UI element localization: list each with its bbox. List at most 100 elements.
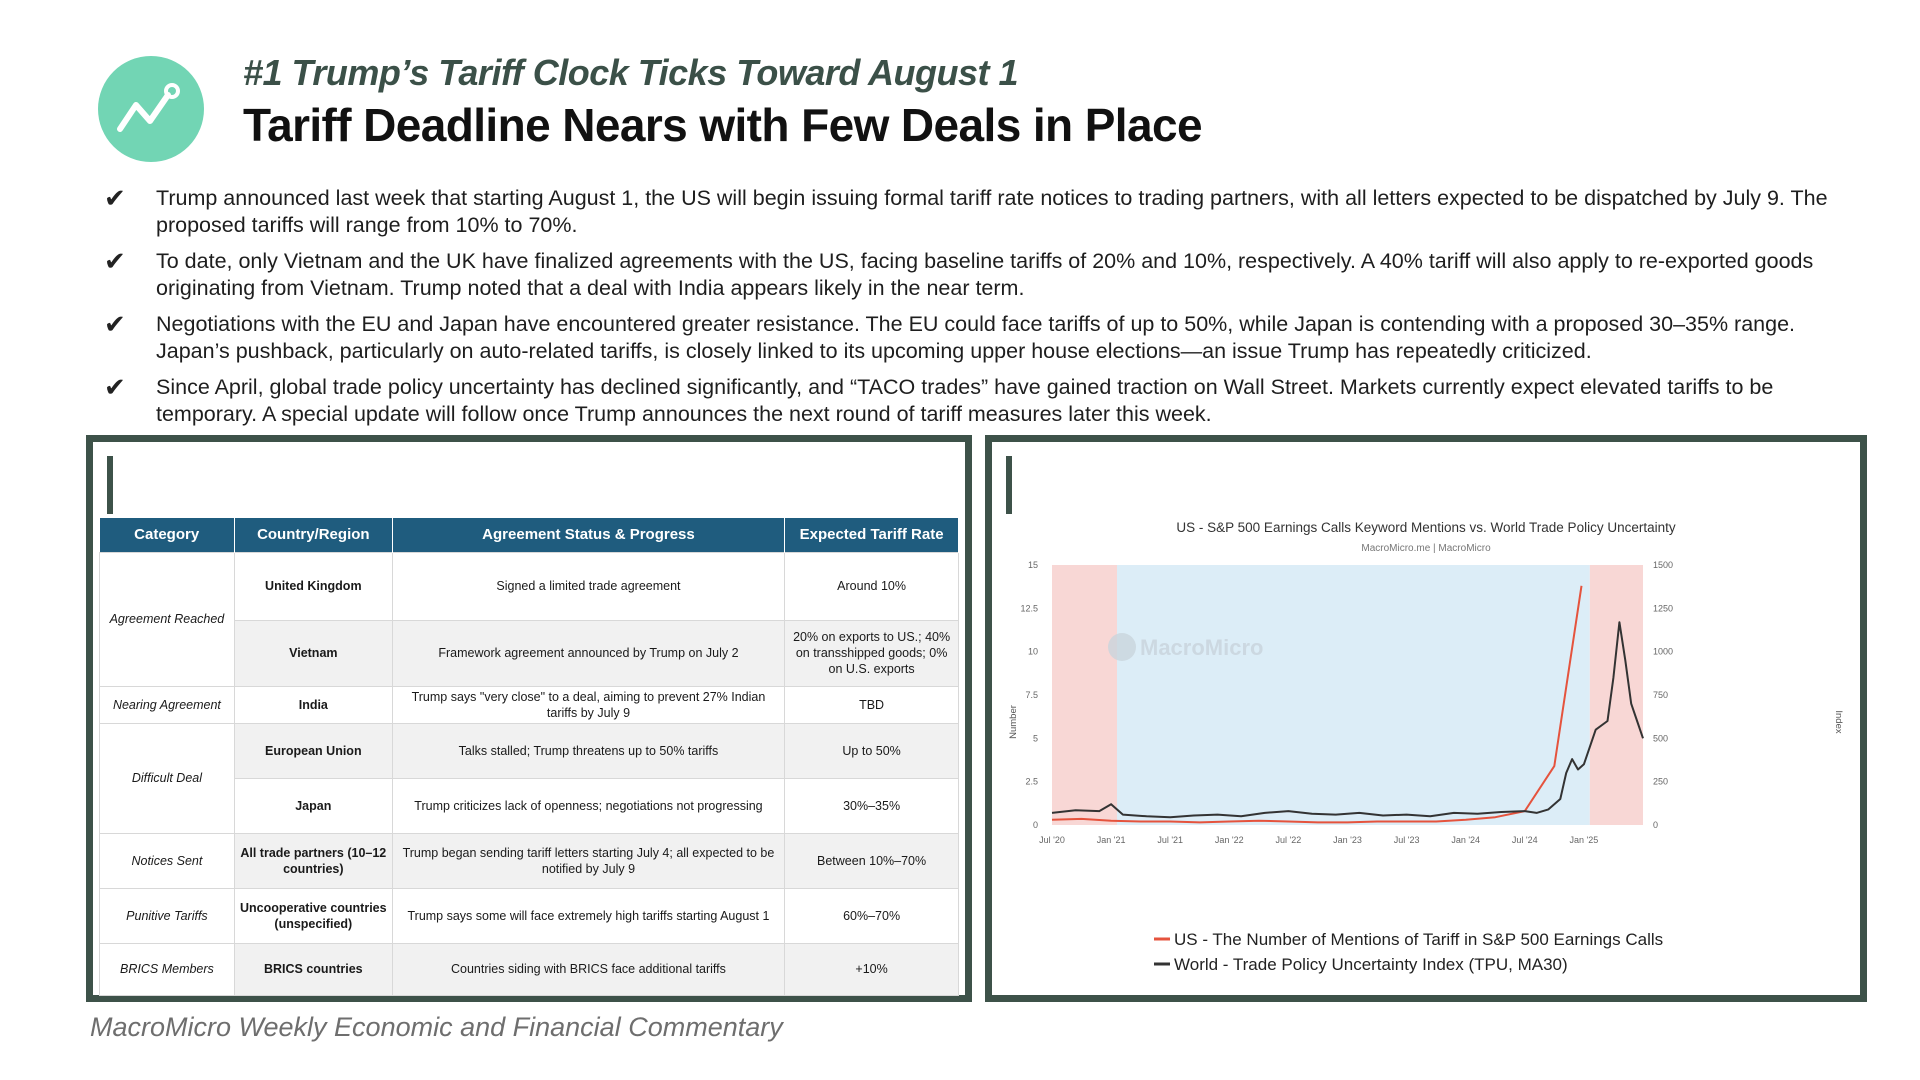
rate-cell: 20% on exports to US.; 40% on transshipp… bbox=[784, 619, 959, 687]
category-cell: Nearing Agreement bbox=[99, 685, 235, 724]
country-cell: European Union bbox=[233, 722, 393, 779]
rate-cell: 60%–70% bbox=[784, 887, 959, 944]
tariff-table-panel: Category Country/Region Agreement Status… bbox=[86, 435, 972, 1002]
header-status: Agreement Status & Progress bbox=[392, 518, 786, 552]
check-icon: ✔ bbox=[104, 372, 126, 402]
rate-cell: 30%–35% bbox=[784, 777, 959, 834]
table-row: Punitive Tariffs Uncooperative countries… bbox=[99, 887, 959, 944]
page-subtitle: #1 Trump’s Tariff Clock Ticks Toward Aug… bbox=[243, 52, 1019, 93]
y-tick-right: 1500 bbox=[1653, 560, 1673, 570]
bullet-item: ✔ Since April, global trade policy uncer… bbox=[104, 374, 1874, 428]
y-tick-right: 1250 bbox=[1653, 603, 1673, 613]
shaded-region bbox=[1117, 565, 1590, 825]
chart-subtitle: MacroMicro.me | MacroMicro bbox=[1361, 543, 1491, 554]
table-row: Difficult Deal European Union Talks stal… bbox=[99, 722, 959, 834]
category-cell: Punitive Tariffs bbox=[99, 887, 235, 944]
table-row: Japan Trump criticizes lack of openness;… bbox=[100, 777, 959, 834]
status-cell: Trump criticizes lack of openness; negot… bbox=[391, 777, 786, 834]
country-cell: Vietnam bbox=[233, 619, 393, 687]
y-tick-right: 500 bbox=[1653, 733, 1668, 743]
y-tick-right: 0 bbox=[1653, 820, 1658, 830]
status-cell: Trump began sending tariff letters start… bbox=[391, 832, 786, 889]
status-cell: Talks stalled; Trump threatens up to 50%… bbox=[391, 722, 786, 779]
x-tick: Jul '22 bbox=[1276, 835, 1302, 845]
rate-cell: +10% bbox=[784, 942, 959, 996]
line-chart: US - S&P 500 Earnings Calls Keyword Ment… bbox=[1008, 520, 1844, 974]
table-row: Nearing Agreement India Trump says "very… bbox=[99, 685, 959, 724]
chart-watermark: MacroMicro bbox=[1140, 635, 1263, 660]
country-cell: India bbox=[233, 685, 393, 724]
header-rate: Expected Tariff Rate bbox=[784, 518, 959, 552]
header-category: Category bbox=[99, 518, 235, 552]
status-cell: Trump says "very close" to a deal, aimin… bbox=[391, 685, 786, 724]
y-tick-left: 5 bbox=[1033, 733, 1038, 743]
category-cell: Notices Sent bbox=[99, 832, 235, 889]
y-tick-left: 10 bbox=[1028, 647, 1038, 657]
footer-caption: MacroMicro Weekly Economic and Financial… bbox=[90, 1012, 783, 1042]
chart-title: US - S&P 500 Earnings Calls Keyword Ment… bbox=[1176, 520, 1675, 535]
shaded-regions bbox=[1052, 565, 1643, 825]
legend-label-tpu: World - Trade Policy Uncertainty Index (… bbox=[1174, 955, 1568, 974]
status-cell: Framework agreement announced by Trump o… bbox=[391, 619, 786, 687]
watermark-logo-icon bbox=[1108, 633, 1136, 661]
bullet-item: ✔ Negotiations with the EU and Japan hav… bbox=[104, 311, 1874, 365]
series-line bbox=[1051, 585, 1583, 824]
bullet-list: ✔ Trump announced last week that startin… bbox=[104, 185, 1874, 437]
country-cell: All trade partners (10–12 countries) bbox=[233, 832, 393, 889]
status-cell: Countries siding with BRICS face additio… bbox=[391, 942, 786, 996]
check-icon: ✔ bbox=[104, 183, 126, 213]
category-cell: Difficult Deal bbox=[99, 722, 235, 834]
page-title: Tariff Deadline Nears with Few Deals in … bbox=[243, 99, 1203, 151]
x-tick: Jul '21 bbox=[1157, 835, 1183, 845]
y-axis-right-label: Index bbox=[1833, 710, 1844, 733]
rate-cell: Around 10% bbox=[784, 551, 959, 621]
bullet-item: ✔ To date, only Vietnam and the UK have … bbox=[104, 248, 1874, 302]
title-block: #1 Trump’s Tariff Clock Ticks Toward Aug… bbox=[243, 52, 1203, 152]
y-tick-right: 250 bbox=[1653, 777, 1668, 787]
series-line bbox=[1051, 621, 1644, 819]
logo bbox=[98, 56, 204, 162]
x-tick: Jan '23 bbox=[1333, 835, 1362, 845]
bullet-text: To date, only Vietnam and the UK have fi… bbox=[156, 249, 1814, 300]
y-axis-left-label: Number bbox=[1008, 705, 1019, 739]
check-icon: ✔ bbox=[104, 246, 126, 276]
x-tick: Jul '24 bbox=[1512, 835, 1538, 845]
table-row: BRICS Members BRICS countries Countries … bbox=[99, 942, 959, 996]
x-tick: Jan '24 bbox=[1451, 835, 1480, 845]
header-country: Country/Region bbox=[234, 518, 393, 552]
y-tick-left: 12.5 bbox=[1020, 603, 1038, 613]
bullet-text: Since April, global trade policy uncerta… bbox=[156, 375, 1774, 426]
chart-line-icon bbox=[117, 83, 180, 132]
country-cell: BRICS countries bbox=[233, 942, 393, 996]
status-cell: Trump says some will face extremely high… bbox=[391, 887, 786, 944]
x-tick: Jan '25 bbox=[1570, 835, 1599, 845]
shaded-region bbox=[1589, 565, 1643, 825]
table-row: Notices Sent All trade partners (10–12 c… bbox=[99, 832, 959, 889]
tariff-table: Category Country/Region Agreement Status… bbox=[99, 518, 959, 996]
country-cell: Uncooperative countries (unspecified) bbox=[233, 887, 393, 944]
y-tick-left: 0 bbox=[1033, 820, 1038, 830]
x-tick: Jan '22 bbox=[1215, 835, 1244, 845]
x-tick: Jul '20 bbox=[1039, 835, 1065, 845]
category-cell: BRICS Members bbox=[99, 942, 235, 996]
bullet-text: Trump announced last week that starting … bbox=[156, 186, 1828, 237]
category-cell: Agreement Reached bbox=[99, 551, 235, 687]
rate-cell: Up to 50% bbox=[784, 722, 959, 779]
bullet-text: Negotiations with the EU and Japan have … bbox=[156, 312, 1796, 363]
bullet-item: ✔ Trump announced last week that startin… bbox=[104, 185, 1874, 239]
chart-series bbox=[1051, 585, 1644, 824]
legend-label-tariff: US - The Number of Mentions of Tariff in… bbox=[1174, 930, 1663, 949]
y-tick-left: 2.5 bbox=[1025, 777, 1038, 787]
status-cell: Signed a limited trade agreement bbox=[391, 551, 786, 621]
accent-bar bbox=[107, 456, 113, 514]
table-row: Agreement Reached United Kingdom Signed … bbox=[99, 551, 959, 687]
chart-legend: US - The Number of Mentions of Tariff in… bbox=[1154, 930, 1663, 974]
y-tick-left: 15 bbox=[1028, 560, 1038, 570]
x-tick: Jul '23 bbox=[1394, 835, 1420, 845]
y-tick-right: 750 bbox=[1653, 690, 1668, 700]
shaded-region bbox=[1052, 565, 1118, 825]
table-row: Vietnam Framework agreement announced by… bbox=[100, 619, 959, 687]
check-icon: ✔ bbox=[104, 309, 126, 339]
y-tick-left: 7.5 bbox=[1025, 690, 1038, 700]
y-tick-right: 1000 bbox=[1653, 647, 1673, 657]
